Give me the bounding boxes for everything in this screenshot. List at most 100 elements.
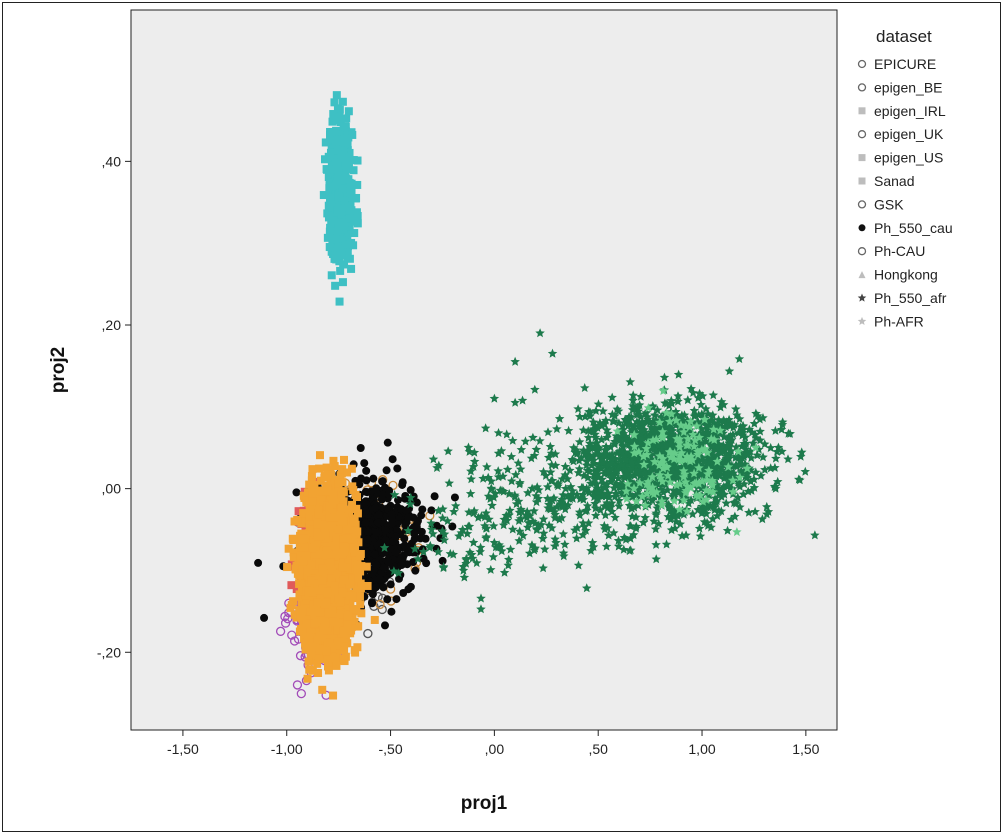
data-point xyxy=(300,514,309,523)
data-point xyxy=(308,638,317,647)
data-point xyxy=(337,234,346,243)
data-point xyxy=(386,580,395,589)
data-point xyxy=(339,575,348,584)
data-point xyxy=(344,525,353,534)
data-point xyxy=(361,518,370,527)
data-point xyxy=(317,550,326,559)
data-point xyxy=(335,297,344,306)
data-point xyxy=(360,459,369,468)
data-point xyxy=(743,486,753,496)
data-point xyxy=(289,548,298,557)
data-point xyxy=(350,229,359,238)
data-point xyxy=(343,556,352,565)
data-point xyxy=(633,500,643,510)
data-point xyxy=(333,619,342,628)
data-point xyxy=(337,150,346,159)
data-point xyxy=(254,558,263,567)
data-point xyxy=(315,464,324,473)
data-point xyxy=(384,558,393,567)
data-point xyxy=(345,222,354,231)
data-point xyxy=(322,551,331,560)
data-point xyxy=(311,550,320,559)
data-point xyxy=(319,626,328,635)
data-point xyxy=(364,527,373,536)
data-point xyxy=(387,607,396,616)
data-point xyxy=(718,399,729,409)
data-point xyxy=(329,110,338,119)
data-point xyxy=(316,586,325,595)
data-point xyxy=(338,184,347,193)
data-point xyxy=(318,515,327,524)
data-point xyxy=(302,638,311,647)
data-point xyxy=(585,411,595,421)
data-point xyxy=(602,432,612,442)
data-point xyxy=(353,527,362,536)
data-point xyxy=(343,612,352,621)
data-point xyxy=(348,500,357,509)
data-point xyxy=(353,180,362,189)
data-point xyxy=(363,488,372,497)
data-point xyxy=(329,456,338,465)
data-point xyxy=(575,411,585,421)
data-point xyxy=(340,642,349,651)
data-point xyxy=(328,644,337,653)
data-point xyxy=(581,460,592,470)
data-point xyxy=(337,469,346,478)
data-point xyxy=(356,600,365,609)
data-point xyxy=(330,541,339,550)
data-point xyxy=(324,628,333,637)
data-point xyxy=(340,134,349,143)
data-point xyxy=(317,644,326,653)
data-point xyxy=(346,580,355,589)
data-point xyxy=(323,638,332,647)
data-point xyxy=(331,479,340,488)
data-point xyxy=(306,560,315,569)
data-point xyxy=(330,552,339,561)
data-point xyxy=(296,551,305,560)
data-point xyxy=(344,175,353,184)
data-point xyxy=(309,525,318,534)
data-point xyxy=(353,593,362,602)
data-point xyxy=(338,563,347,572)
data-point xyxy=(293,515,302,524)
data-point xyxy=(326,148,335,157)
data-point xyxy=(372,528,381,537)
data-point xyxy=(326,465,335,474)
data-point xyxy=(749,482,760,492)
data-point xyxy=(316,486,325,495)
data-point xyxy=(338,589,347,598)
data-point xyxy=(344,505,353,514)
data-point xyxy=(399,589,408,598)
data-point xyxy=(329,216,338,225)
data-point xyxy=(450,493,459,502)
data-point xyxy=(378,477,387,486)
plot-area xyxy=(130,9,838,731)
data-point xyxy=(302,615,311,624)
data-point xyxy=(356,584,365,593)
data-point xyxy=(341,161,350,170)
data-point xyxy=(345,214,354,223)
data-point xyxy=(344,226,353,235)
data-point xyxy=(275,626,286,636)
data-point xyxy=(337,250,346,259)
data-point xyxy=(352,504,361,513)
data-point xyxy=(312,605,321,614)
data-point xyxy=(382,466,391,475)
data-point xyxy=(438,556,447,565)
data-point xyxy=(326,479,335,488)
data-point xyxy=(582,451,592,461)
data-point xyxy=(349,166,358,175)
data-point xyxy=(333,626,342,635)
data-point xyxy=(328,521,337,530)
data-point xyxy=(295,571,304,580)
data-point xyxy=(308,588,317,597)
data-point xyxy=(328,117,337,126)
data-point xyxy=(335,654,344,663)
data-point xyxy=(341,122,350,131)
data-point xyxy=(350,548,359,557)
data-point xyxy=(294,507,303,516)
data-point xyxy=(283,563,292,572)
data-point xyxy=(334,241,343,250)
data-point xyxy=(335,208,344,217)
data-point xyxy=(796,451,806,461)
